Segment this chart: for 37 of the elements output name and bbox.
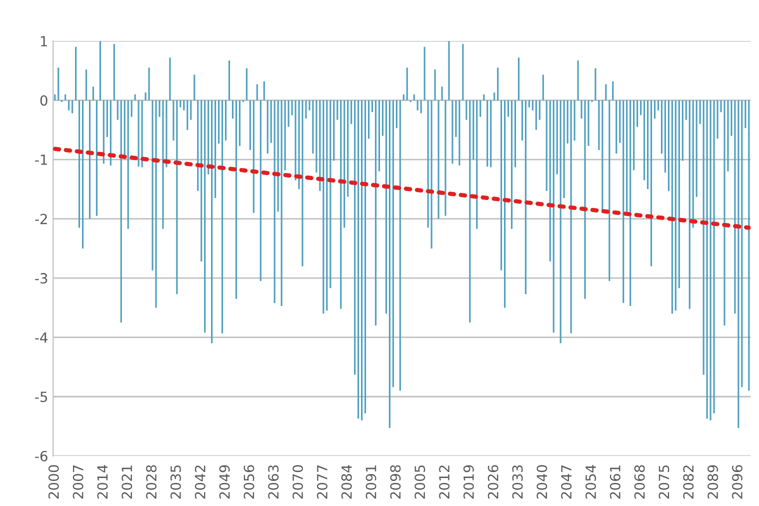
x-tick-label: 2033 <box>512 465 523 499</box>
y-tick-label: 1 <box>40 36 47 46</box>
x-tick-label: 2084 <box>341 465 352 499</box>
x-tick-label: 2028 <box>146 465 157 499</box>
x-tick-label: 2012 <box>439 466 450 499</box>
y-tick-label: -3 <box>35 273 48 284</box>
x-tick-label: 2098 <box>390 465 401 499</box>
x-tick-label: 2000 <box>48 465 59 499</box>
y-tick-label: -1 <box>35 154 47 165</box>
x-tick-label: 2019 <box>463 465 474 499</box>
y-tick-label: -5 <box>35 392 48 402</box>
x-tick-label: 2040 <box>536 465 548 499</box>
x-tick-label: 2054 <box>585 465 596 499</box>
x-tick-label: 2075 <box>658 465 670 499</box>
x-tick-label: 2070 <box>292 465 304 499</box>
x-tick-label: 2068 <box>634 465 645 499</box>
x-tick-label: 2049 <box>219 465 230 499</box>
x-tick-label: 2026 <box>488 465 498 499</box>
x-tick-label: 2042 <box>194 466 206 499</box>
x-tick-label: 2035 <box>170 465 181 499</box>
y-tick-label: -6 <box>35 450 48 462</box>
x-tick-label: 2077 <box>316 465 328 499</box>
x-tick-label: 2021 <box>122 466 132 499</box>
x-tick-label: 2056 <box>244 465 254 499</box>
x-tick-label: 2014 <box>97 465 108 499</box>
y-tick-label: 0 <box>40 95 48 106</box>
x-tick-label: 2091 <box>366 466 376 499</box>
x-tick-label: 2005 <box>414 465 426 499</box>
x-tick-label: 2047 <box>561 465 572 499</box>
x-tick-label: 2096 <box>732 465 742 499</box>
x-tick-label: 2082 <box>683 466 694 499</box>
x-tick-label: 2061 <box>610 466 620 499</box>
y-tick-label: -2 <box>35 214 47 224</box>
x-tick-label: 2089 <box>708 465 718 499</box>
y-tick-label: -4 <box>35 332 48 343</box>
x-tick-label: 2063 <box>268 465 279 499</box>
x-tick-label: 2007 <box>72 465 84 499</box>
